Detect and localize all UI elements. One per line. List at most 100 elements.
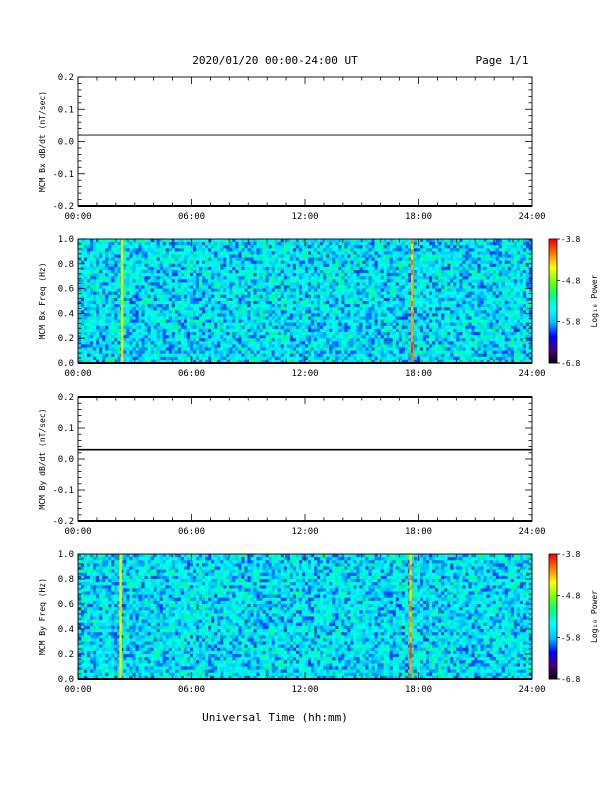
spectrogram-cell [320, 313, 324, 317]
spectrogram-cell [359, 359, 363, 364]
spectrogram-cell [289, 338, 294, 342]
spectrogram-cell [305, 322, 309, 327]
spectrogram-cell [247, 344, 251, 348]
spectrogram-cell [165, 276, 170, 280]
spectrogram-cell [244, 291, 248, 296]
spectrogram-cell [295, 245, 300, 249]
spectrogram-cell [84, 332, 88, 336]
spectrogram-cell [117, 266, 121, 271]
spectrogram-cell [317, 344, 321, 348]
spectrogram-cell [365, 260, 369, 265]
spectrogram-cell [211, 263, 215, 268]
spectrogram-cell [162, 248, 167, 252]
spectrogram-cell [447, 248, 451, 252]
spectrogram-cell [96, 291, 100, 296]
spectrogram-cell [229, 341, 233, 345]
spectrogram-cell [350, 260, 354, 265]
spectrogram-cell [129, 294, 133, 299]
spectrogram-cell [193, 288, 197, 293]
spectrogram-cell [87, 322, 91, 327]
spectrogram-cell [193, 316, 197, 320]
spectrogram-cell [317, 273, 321, 277]
spectrogram-cell [392, 316, 397, 320]
spectrogram-cell [96, 288, 100, 293]
x-tick-label: 00:00 [64, 212, 91, 222]
spectrogram-cell [314, 356, 318, 361]
spectrogram-cell [374, 242, 379, 246]
spectrogram-cell [438, 273, 442, 277]
spectrogram-cell [332, 316, 336, 320]
spectrogram-cell [311, 359, 315, 364]
spectrogram-cell [420, 338, 424, 342]
spectrogram-cell [429, 276, 433, 280]
spectrogram-cell [189, 297, 194, 302]
spectrogram-cell [87, 242, 91, 246]
spectrogram-cell [374, 263, 379, 268]
spectrogram-cell [389, 279, 394, 283]
spectrogram-cell [108, 304, 112, 308]
spectrogram-cell [117, 245, 121, 249]
spectrogram-cell [117, 307, 121, 311]
spectrogram-cell [165, 304, 170, 308]
spectrogram-cell [432, 301, 436, 305]
spectrogram-cell [78, 301, 82, 305]
spectrogram-cell [105, 254, 109, 258]
spectrogram-cell [147, 353, 152, 358]
spectrogram-cell [344, 310, 348, 314]
spectrogram-cell [150, 319, 155, 324]
spectrogram-cell [165, 356, 170, 361]
spectrogram-cell [111, 245, 115, 249]
spectrogram-cell [117, 254, 121, 258]
spectrogram-cell [132, 341, 136, 345]
spectrogram-cell [392, 328, 397, 333]
spectrogram-cell [217, 301, 221, 305]
spectrogram-cell [341, 279, 345, 283]
spectrogram-cell [392, 341, 397, 345]
spectrogram-cell [280, 341, 285, 345]
spectrogram-cell [217, 313, 221, 317]
spectrogram-cell [295, 254, 300, 258]
spectrogram-cell [168, 291, 173, 296]
spectrogram-cell [171, 353, 176, 358]
spectrogram-cell [129, 260, 133, 265]
spectrogram-cell [111, 353, 115, 358]
spectrogram-cell [223, 257, 227, 262]
spectrogram-cell [226, 328, 230, 333]
spectrogram-cell [420, 288, 424, 293]
spectrogram-cell [99, 328, 103, 333]
spectrogram-cell [374, 338, 379, 342]
spectrogram-cell [298, 285, 303, 289]
spectrogram-cell [362, 263, 366, 268]
spectrogram-cell [401, 282, 406, 286]
spectrogram-cell [196, 254, 200, 258]
spectrogram-cell [289, 257, 294, 262]
spectrogram-cell [153, 344, 158, 348]
spectrogram-cell [174, 350, 179, 355]
spectrogram-cell [444, 335, 448, 339]
spectrogram-cell [220, 310, 224, 314]
spectrogram-cell [401, 294, 406, 299]
spectrogram-cell [235, 347, 239, 351]
spectrogram-cell [171, 266, 176, 271]
spectrogram-cell [168, 266, 173, 271]
spectrogram-cell [123, 310, 127, 314]
spectrogram-cell [232, 344, 236, 348]
spectrogram-cell [404, 270, 409, 274]
spectrogram-cell [441, 307, 445, 311]
spectrogram-cell [323, 338, 327, 342]
spectrogram-cell [168, 279, 173, 283]
spectrogram-cell [268, 332, 273, 336]
spectrogram-cell [292, 332, 297, 336]
spectrogram-cell [96, 266, 100, 271]
spectrogram-cell [317, 335, 321, 339]
spectrogram-cell [395, 260, 400, 265]
spectrogram-cell [253, 251, 257, 255]
spectrogram-cell [150, 359, 155, 364]
spectrogram-cell [413, 270, 418, 274]
spectrogram-cell [423, 319, 427, 324]
spectrogram-cell [320, 257, 324, 262]
spectrogram-cell [150, 347, 155, 351]
spectrogram-cell [186, 325, 191, 330]
spectrogram-cell [268, 288, 273, 293]
spectrogram-cell [138, 285, 142, 289]
